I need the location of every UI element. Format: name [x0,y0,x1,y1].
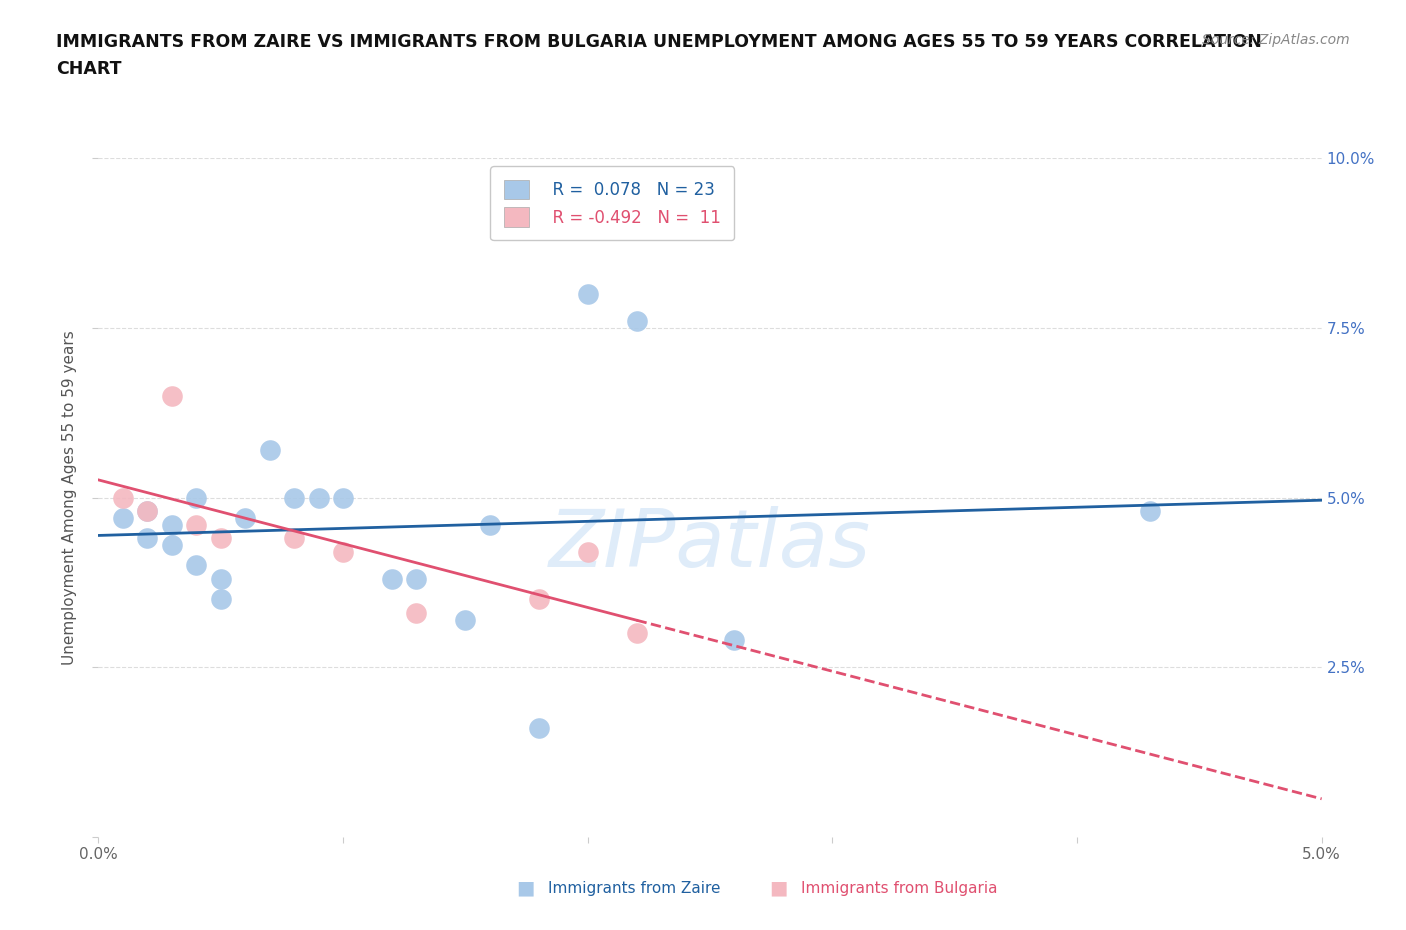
Point [111,490,134,505]
Point [626,313,648,328]
Point [454,612,477,627]
Point [233,511,256,525]
Point [405,605,427,620]
Point [626,626,648,641]
Y-axis label: Unemployment Among Ages 55 to 59 years: Unemployment Among Ages 55 to 59 years [62,330,77,665]
Point [1139,504,1161,519]
Point [308,490,330,505]
Point [209,531,232,546]
Text: ■: ■ [769,879,787,897]
Point [111,511,134,525]
Point [209,572,232,587]
Text: Source: ZipAtlas.com: Source: ZipAtlas.com [1202,33,1350,46]
Point [723,632,745,647]
Point [186,490,208,505]
Point [160,517,183,532]
Legend:   R =  0.078   N = 23,   R = -0.492   N =  11: R = 0.078 N = 23, R = -0.492 N = 11 [491,166,734,240]
Point [405,572,427,587]
Point [332,490,354,505]
Text: CHART: CHART [56,60,122,78]
Point [283,490,305,505]
Point [381,572,404,587]
Point [136,531,159,546]
Point [332,544,354,559]
Text: Immigrants from Zaire: Immigrants from Zaire [548,881,721,896]
Point [576,286,599,301]
Point [527,592,550,607]
Point [136,504,159,519]
Point [186,558,208,573]
Point [283,531,305,546]
Point [136,504,159,519]
Point [576,544,599,559]
Text: IMMIGRANTS FROM ZAIRE VS IMMIGRANTS FROM BULGARIA UNEMPLOYMENT AMONG AGES 55 TO : IMMIGRANTS FROM ZAIRE VS IMMIGRANTS FROM… [56,33,1263,50]
Point [259,443,281,458]
Point [209,592,232,607]
Text: ZIPatlas: ZIPatlas [548,506,872,584]
Point [160,538,183,552]
Point [186,517,208,532]
Point [478,517,501,532]
Point [160,389,183,404]
Text: ■: ■ [516,879,534,897]
Point [527,721,550,736]
Text: Immigrants from Bulgaria: Immigrants from Bulgaria [801,881,998,896]
